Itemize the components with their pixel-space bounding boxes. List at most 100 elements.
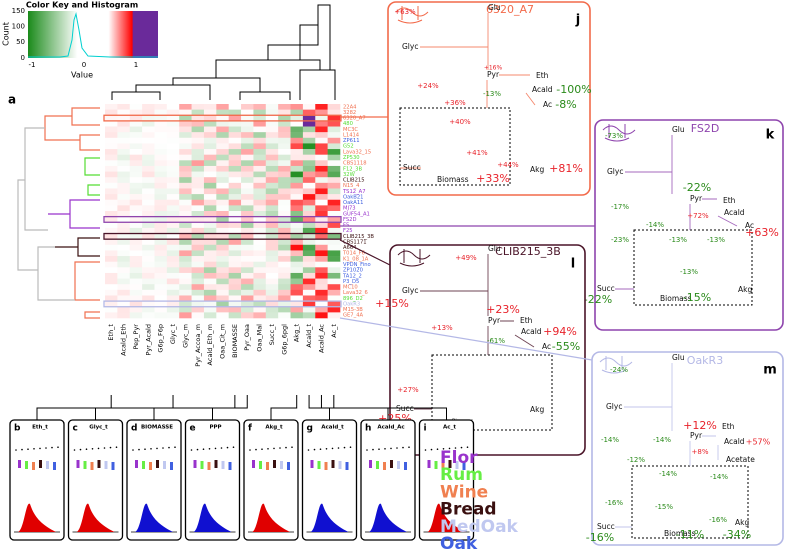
heatmap-cell: [290, 177, 304, 184]
flux-change: -13%: [483, 90, 501, 98]
heatmap-cell: [302, 182, 316, 189]
heatmap-cell: [241, 289, 254, 296]
heatmap-cell: [302, 312, 316, 319]
panel-histogram: [310, 503, 349, 532]
heatmap-cell: [302, 165, 316, 172]
heatmap-cell: [327, 227, 341, 234]
heatmap-cell: [278, 143, 291, 150]
panel-dot: [39, 447, 41, 450]
panel-histogram: [18, 503, 56, 532]
panel-dot: [85, 448, 88, 451]
flux-change: -55%: [552, 340, 580, 353]
heatmap-cell: [290, 188, 304, 195]
heatmap-cell: [105, 115, 118, 122]
glucose-icon: [395, 6, 429, 24]
metabolite-label: Acald: [724, 437, 745, 446]
pathway-edges: [615, 135, 738, 290]
heatmap-cell: [253, 233, 267, 240]
heatmap-cell: [290, 216, 304, 223]
heatmap-cell: [228, 132, 242, 139]
metabolite-label: Glu: [488, 3, 501, 12]
panel-dot: [33, 448, 35, 450]
heatmap-cell: [179, 115, 192, 122]
heatmap-cell: [203, 261, 217, 268]
heatmap-cell: [179, 227, 192, 234]
heatmap-cell: [166, 272, 180, 279]
heatmap-cell: [166, 239, 180, 246]
heatmap-cell: [166, 289, 180, 296]
heatmap-cell: [278, 126, 291, 133]
heatmap-cell: [228, 137, 242, 144]
color-key-x-tick: 0: [82, 61, 86, 69]
panel-frame: [67, 419, 124, 541]
heatmap-cell: [191, 149, 205, 155]
heatmap-cell: [265, 272, 279, 279]
heatmap-cell: [142, 306, 155, 313]
heatmap-cell: [117, 182, 131, 189]
heatmap-cell: [315, 205, 328, 212]
panel-connector: [95, 395, 174, 420]
heatmap-cell: [142, 104, 155, 110]
heatmap-cell: [154, 188, 168, 195]
heatmap-cell: [166, 120, 180, 127]
heatmap-cell: [265, 143, 279, 150]
heatmap-cell: [302, 250, 316, 257]
panel-frame: [360, 419, 416, 541]
heatmap-cell: [166, 143, 180, 150]
heatmap-cell: [105, 278, 118, 285]
heatmap-cell: [278, 188, 291, 195]
heatmap-cell: [154, 120, 168, 127]
heatmap-cell: [315, 272, 328, 279]
panel-dot: [378, 448, 380, 451]
panel-frame: [184, 419, 241, 541]
heatmap-cell: [154, 132, 168, 139]
panel-dot: [138, 448, 140, 451]
panel-box: [207, 462, 211, 470]
heatmap-cell: [290, 211, 304, 217]
heatmap-cell: [315, 239, 328, 246]
heatmap: [105, 104, 341, 319]
heatmap-cell: [278, 194, 291, 201]
heatmap-cell: [278, 227, 291, 234]
heatmap-cell: [129, 165, 143, 172]
heatmap-cell: [117, 143, 131, 150]
row-highlight: [103, 300, 342, 308]
heatmap-cell: [265, 137, 279, 144]
heatmap-cell: [265, 188, 279, 195]
heatmap-cell: [129, 261, 143, 268]
heatmap-cell: [117, 306, 131, 313]
panel-dot: [208, 448, 211, 450]
heatmap-cell: [142, 301, 155, 308]
panel-dot: [109, 446, 112, 449]
heatmap-cell: [315, 284, 328, 291]
heatmap-cell: [191, 199, 205, 206]
heatmap-cell: [278, 239, 291, 246]
heatmap-cell: [154, 301, 168, 308]
heatmap-cell: [302, 109, 316, 116]
flux-change: +12%: [683, 419, 717, 432]
heatmap-cell: [154, 284, 168, 291]
heatmap-cell: [278, 306, 291, 313]
heatmap-cell: [216, 227, 229, 234]
heatmap-cell: [179, 284, 192, 291]
heatmap-cell: [142, 216, 155, 223]
heatmap-cell: [241, 239, 254, 246]
row-label: FS2D: [343, 217, 356, 223]
heatmap-cell: [129, 233, 143, 240]
heatmap-cell: [203, 233, 217, 240]
heatmap-cell: [302, 115, 316, 122]
metabolite-label: Eth: [723, 196, 736, 205]
panel-box: [369, 460, 372, 468]
flux-change: +13%: [431, 324, 453, 332]
metabolite-label: Akg: [735, 518, 749, 527]
heatmap-cell: [105, 284, 118, 291]
heatmap-cell: [203, 227, 217, 234]
heatmap-cell: [216, 239, 229, 246]
heatmap-cell: [290, 250, 304, 257]
panel-box: [273, 460, 276, 468]
panel-box: [163, 461, 166, 469]
panel-box: [149, 462, 152, 470]
column-label: Eth_t: [107, 324, 115, 341]
heatmap-cell: [154, 306, 168, 313]
